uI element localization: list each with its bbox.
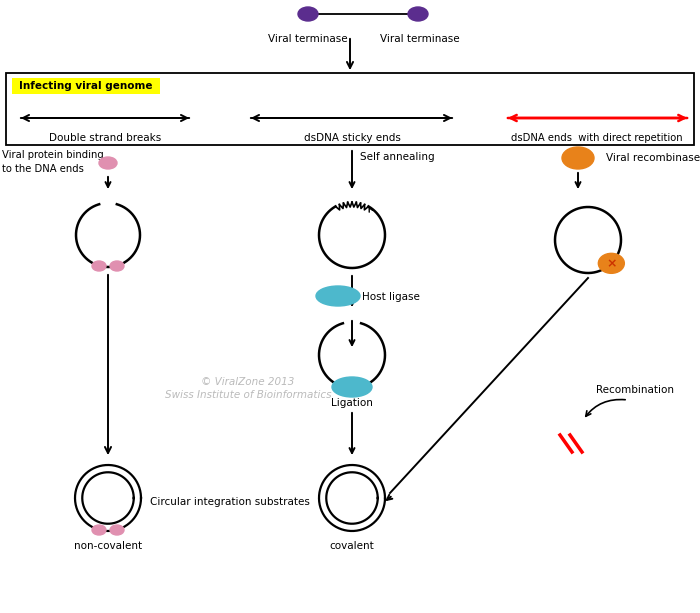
Text: covalent: covalent bbox=[330, 541, 374, 551]
Text: Viral recombinase: Viral recombinase bbox=[606, 153, 700, 163]
Text: Viral protein binding
to the DNA ends: Viral protein binding to the DNA ends bbox=[2, 150, 104, 173]
Ellipse shape bbox=[316, 286, 360, 306]
Ellipse shape bbox=[110, 525, 124, 535]
Ellipse shape bbox=[562, 147, 594, 169]
Text: © ViralZone 2013: © ViralZone 2013 bbox=[202, 377, 295, 387]
Text: Recombination: Recombination bbox=[596, 385, 674, 395]
Text: dsDNA sticky ends: dsDNA sticky ends bbox=[304, 133, 400, 143]
Ellipse shape bbox=[92, 525, 106, 535]
Text: Viral terminase: Viral terminase bbox=[380, 34, 460, 44]
Ellipse shape bbox=[598, 253, 624, 273]
Text: Host ligase: Host ligase bbox=[362, 292, 420, 302]
Text: Ligation: Ligation bbox=[331, 398, 373, 408]
Text: Double strand breaks: Double strand breaks bbox=[49, 133, 161, 143]
Ellipse shape bbox=[99, 157, 117, 169]
Text: dsDNA ends  with direct repetition: dsDNA ends with direct repetition bbox=[511, 133, 682, 143]
Ellipse shape bbox=[408, 7, 428, 21]
Ellipse shape bbox=[332, 377, 372, 397]
Ellipse shape bbox=[110, 261, 124, 271]
Ellipse shape bbox=[298, 7, 318, 21]
Text: Self annealing: Self annealing bbox=[360, 152, 435, 162]
Text: Infecting viral genome: Infecting viral genome bbox=[20, 81, 153, 91]
Text: Viral terminase: Viral terminase bbox=[268, 34, 348, 44]
Ellipse shape bbox=[92, 261, 106, 271]
Text: Swiss Institute of Bioinformatics: Swiss Institute of Bioinformatics bbox=[164, 390, 331, 400]
FancyBboxPatch shape bbox=[12, 78, 160, 94]
Text: Circular integration substrates: Circular integration substrates bbox=[150, 497, 310, 507]
FancyBboxPatch shape bbox=[6, 73, 694, 145]
Text: ×: × bbox=[606, 257, 617, 270]
Text: non-covalent: non-covalent bbox=[74, 541, 142, 551]
